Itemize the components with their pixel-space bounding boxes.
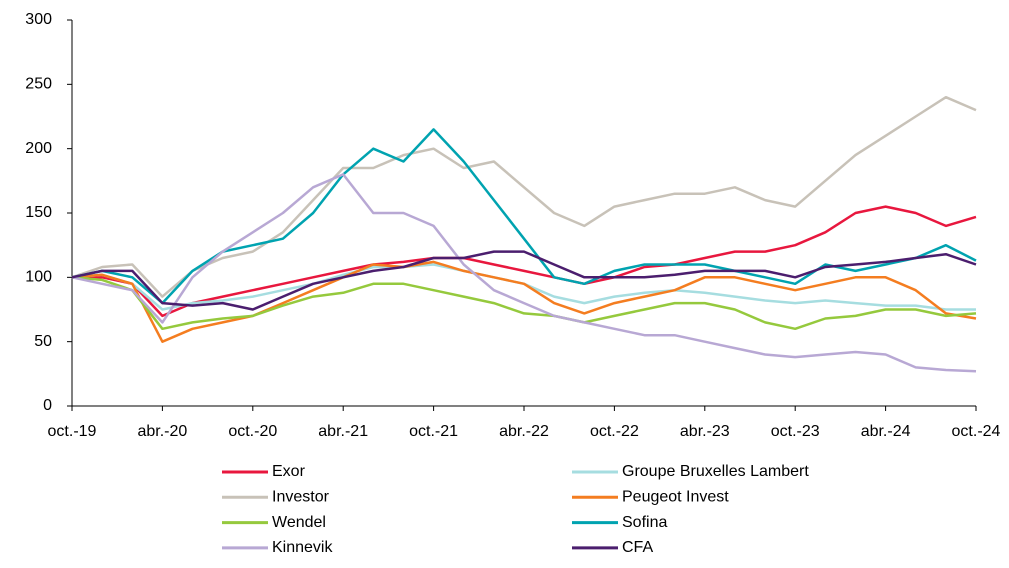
legend-label: Exor [272, 463, 306, 480]
series-line [72, 205, 977, 318]
legend-label: Investor [272, 489, 330, 506]
series-line [71, 276, 977, 331]
y-tick-label: 0 [43, 397, 52, 414]
legend-label: Wendel [272, 514, 326, 531]
legend-label: Peugeot Invest [622, 489, 729, 506]
x-tick-label: abr.-22 [499, 423, 549, 440]
y-tick-label: 200 [25, 140, 52, 157]
series-line [71, 260, 977, 343]
y-tick-label: 100 [25, 269, 52, 286]
series-line [71, 173, 977, 373]
legend-label: CFA [622, 539, 653, 556]
legend-label: Kinnevik [272, 539, 333, 556]
x-tick-label: abr.-24 [861, 423, 911, 440]
x-tick-label: oct.-20 [228, 423, 277, 440]
legend-label: Sofina [622, 514, 667, 531]
series-line [71, 128, 977, 305]
x-tick-label: oct.-21 [409, 423, 458, 440]
x-tick-label: oct.-22 [590, 423, 639, 440]
y-tick-label: 300 [25, 11, 52, 28]
y-tick-label: 250 [25, 76, 52, 93]
series-line [71, 95, 977, 298]
x-tick-label: abr.-20 [137, 423, 187, 440]
x-tick-label: abr.-21 [318, 423, 368, 440]
x-tick-label: oct.-23 [771, 423, 820, 440]
y-tick-label: 150 [25, 204, 52, 221]
series-line [71, 250, 977, 311]
x-tick-label: oct.-19 [48, 423, 97, 440]
x-tick-label: abr.-23 [680, 423, 730, 440]
y-tick-label: 50 [34, 333, 52, 350]
legend-label: Groupe Bruxelles Lambert [622, 463, 809, 480]
x-tick-label: oct.-24 [952, 423, 1001, 440]
